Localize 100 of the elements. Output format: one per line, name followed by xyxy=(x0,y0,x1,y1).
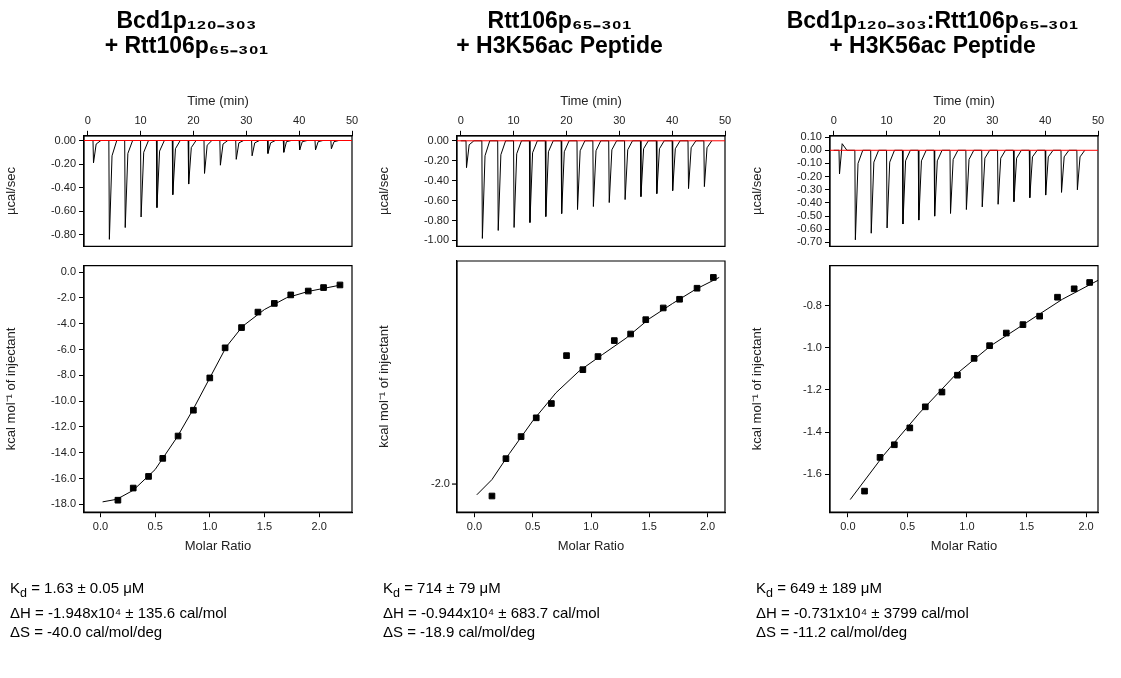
point xyxy=(517,433,525,440)
y-tick-label: -0.8 xyxy=(803,298,822,311)
y-tick-label: -0.20 xyxy=(796,169,822,182)
point xyxy=(1036,312,1043,320)
x-axis-title: Molar Ratio xyxy=(184,537,252,553)
x-tick-label: 10 xyxy=(134,114,147,127)
y-tick-label: -12.0 xyxy=(50,420,76,433)
point xyxy=(563,352,570,359)
x-tick-label: 10 xyxy=(507,114,520,127)
y-axis-title: µcal/sec xyxy=(749,166,765,216)
x-tick-label: 30 xyxy=(240,114,253,127)
y-axis-title: µcal/sec xyxy=(376,166,392,216)
point xyxy=(954,371,961,379)
y-tick-label: -0.40 xyxy=(50,180,76,193)
point xyxy=(1070,285,1078,293)
y-tick-label: -0.10 xyxy=(796,156,822,169)
y-tick-label: -0.40 xyxy=(796,195,822,208)
x-tick-label: 2.0 xyxy=(311,519,327,532)
y-tick-label: -16.0 xyxy=(50,471,76,484)
y-tick-label: -8.0 xyxy=(57,368,76,381)
x-axis-title: Time (min) xyxy=(933,93,995,109)
x-tick-label: 30 xyxy=(986,114,999,127)
point xyxy=(502,455,510,462)
point xyxy=(271,300,278,307)
y-tick-label: -0.80 xyxy=(423,213,449,226)
y-tick-label: -1.00 xyxy=(423,233,449,246)
y-tick-label: 0.0 xyxy=(60,265,76,278)
x-tick-label: 0.5 xyxy=(525,519,541,532)
y-tick-label: 0.00 xyxy=(427,133,449,146)
x-tick-label: 0.0 xyxy=(466,519,483,532)
y-axis-title: kcal mol⁻¹ of injectant xyxy=(3,327,19,451)
x-tick-label: 1.0 xyxy=(202,519,218,532)
y-tick-label: -0.80 xyxy=(50,227,76,240)
y-tick-label: -2.0 xyxy=(57,290,76,303)
y-tick-label: -0.70 xyxy=(796,235,822,248)
point xyxy=(594,353,602,360)
point xyxy=(304,287,312,295)
y-tick-label: -1.4 xyxy=(803,425,822,438)
x-tick-label: 1.5 xyxy=(641,519,657,532)
text: K$_{d}$ = 714 ± 79 μM xyxy=(383,579,501,600)
point xyxy=(906,424,914,432)
x-tick-label: 40 xyxy=(293,114,306,127)
point xyxy=(627,330,634,338)
y-tick-label: -0.30 xyxy=(796,182,822,195)
x-tick-label: 0.5 xyxy=(147,519,163,532)
point xyxy=(938,388,946,396)
text: ΔS = -18.9 cal/mol/deg xyxy=(383,623,536,640)
x-tick-label: 0.0 xyxy=(92,519,109,532)
point xyxy=(159,455,167,462)
point xyxy=(986,342,993,350)
y-tick-label: 0.00 xyxy=(800,143,822,156)
chart-title: Bcd1p₁₂₀₋₃₀₃ + Rtt106p₆₅₋₃₀₁ xyxy=(103,6,270,60)
x-tick-label: 0.5 xyxy=(899,519,916,532)
x-tick-label: 2.0 xyxy=(1078,519,1094,532)
y-tick-label: -0.20 xyxy=(50,157,76,170)
point xyxy=(1054,293,1061,301)
x-tick-label: 1.0 xyxy=(583,519,599,532)
point xyxy=(876,454,884,461)
y-tick-label: -18.0 xyxy=(50,497,76,510)
y-tick-label: -1.0 xyxy=(803,340,822,353)
point xyxy=(221,344,229,352)
x-tick-label: 0.0 xyxy=(840,519,856,532)
y-tick-label: 0.00 xyxy=(54,133,76,146)
x-tick-label: 0 xyxy=(830,114,837,127)
point xyxy=(488,492,496,500)
x-tick-label: 1.0 xyxy=(959,519,975,532)
point xyxy=(710,274,717,281)
text: K$_{d}$ = 1.63 ± 0.05 μM xyxy=(10,579,145,600)
x-tick-label: 10 xyxy=(880,114,893,127)
y-tick-label: -1.6 xyxy=(803,467,822,480)
point xyxy=(1086,279,1093,286)
point xyxy=(238,324,245,331)
point xyxy=(579,366,587,374)
y-tick-label: -0.40 xyxy=(423,173,449,186)
x-tick-label: 1.5 xyxy=(256,519,273,532)
point xyxy=(659,304,667,312)
x-tick-label: 30 xyxy=(613,114,626,127)
y-tick-label: -6.0 xyxy=(57,342,76,355)
text: ΔS = -11.2 cal/mol/deg xyxy=(756,623,908,640)
point xyxy=(174,432,182,440)
point xyxy=(1002,329,1010,337)
y-axis-title: µcal/sec xyxy=(3,166,19,216)
point xyxy=(145,473,152,480)
x-axis-title: Time (min) xyxy=(560,93,622,109)
point xyxy=(320,284,327,291)
text: ΔS = -40.0 cal/mol/deg xyxy=(10,623,163,640)
y-tick-label: -0.60 xyxy=(796,222,822,235)
text: ΔH = -1.948x10⁴ ± 135.6 cal/mol xyxy=(10,604,227,621)
x-tick-label: 1.5 xyxy=(1018,519,1035,532)
x-axis-title: Time (min) xyxy=(187,93,249,109)
point xyxy=(336,281,344,289)
point xyxy=(970,355,978,362)
x-tick-label: 0 xyxy=(457,114,464,127)
y-tick-label: -14.0 xyxy=(50,445,76,458)
point xyxy=(114,496,122,504)
point xyxy=(676,295,683,303)
y-tick-label: -0.20 xyxy=(423,153,449,166)
y-axis-title: kcal mol⁻¹ of injectant xyxy=(749,327,765,451)
text: ΔH = -0.731x10⁴ ± 3799 cal/mol xyxy=(756,604,969,621)
y-tick-label: -10.0 xyxy=(50,394,76,407)
